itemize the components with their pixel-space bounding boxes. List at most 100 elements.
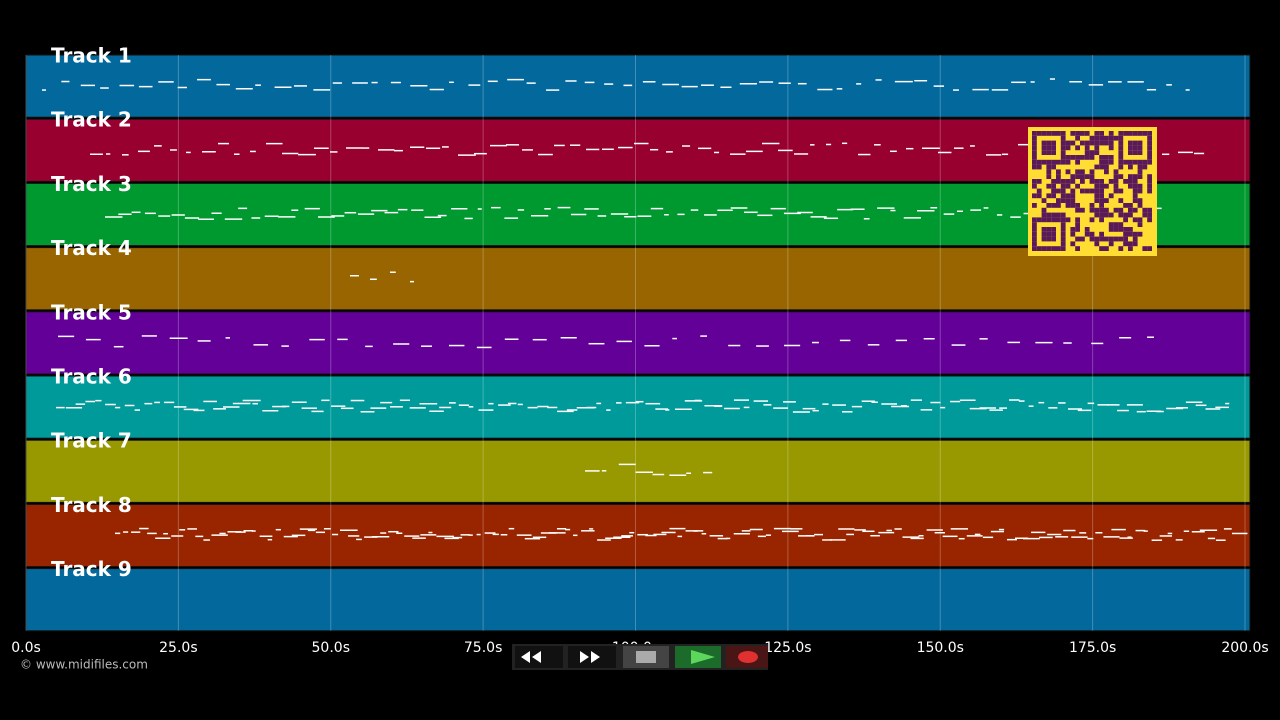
playback-controls [512, 644, 768, 670]
qr-module [1113, 236, 1119, 242]
qr-module [1032, 246, 1037, 251]
qr-module [1099, 183, 1104, 189]
qr-module [1147, 131, 1152, 136]
qr-module [1128, 131, 1133, 136]
qr-module [1051, 159, 1056, 165]
qr-module [1089, 179, 1095, 184]
qr-module [1080, 140, 1085, 146]
qr-module [1128, 231, 1133, 237]
rewind-button[interactable] [515, 646, 563, 668]
qr-module [1137, 231, 1143, 237]
qr-module [1104, 236, 1109, 242]
qr-module [1075, 169, 1080, 175]
qr-module [1113, 207, 1119, 213]
qr-module [1041, 131, 1047, 136]
qr-module [1099, 246, 1104, 251]
qr-module [1094, 135, 1100, 141]
qr-module [1094, 140, 1100, 146]
qr-module [1075, 227, 1080, 232]
qr-module [1032, 193, 1037, 199]
qr-module [1118, 174, 1124, 179]
qr-module [1032, 203, 1037, 208]
qr-module [1137, 159, 1143, 165]
qr-module [1051, 217, 1056, 223]
qr-module [1123, 236, 1128, 242]
qr-module [1065, 140, 1071, 146]
qr-module [1089, 150, 1095, 155]
qr-module [1046, 236, 1052, 242]
qr-module [1056, 198, 1061, 203]
track-lane [25, 568, 1251, 632]
qr-module [1089, 135, 1095, 141]
qr-module [1118, 236, 1124, 242]
qr-module [1118, 164, 1124, 170]
time-tick-label: 50.0s [312, 640, 350, 656]
qr-module [1142, 212, 1148, 218]
qr-module [1108, 135, 1114, 141]
qr-module [1099, 212, 1104, 218]
qr-module [1056, 169, 1061, 175]
qr-module [1032, 131, 1037, 136]
qr-module [1051, 131, 1056, 136]
qr-module [1147, 140, 1152, 146]
qr-module [1104, 169, 1109, 175]
qr-module [1056, 212, 1061, 218]
qr-module [1099, 203, 1104, 208]
qr-module [1046, 164, 1052, 170]
forward-button[interactable] [568, 646, 616, 668]
qr-module [1108, 145, 1114, 151]
qr-module [1099, 236, 1104, 242]
qr-module [1084, 145, 1090, 151]
qr-module [1123, 131, 1128, 136]
qr-module [1128, 207, 1133, 213]
qr-module [1104, 207, 1109, 213]
track-name: Track 7 [51, 429, 132, 453]
qr-module [1118, 207, 1124, 213]
qr-module [1132, 188, 1138, 194]
time-tick-label: 200.0s [1221, 640, 1268, 656]
qr-module [1032, 179, 1037, 184]
qr-module [1065, 169, 1071, 175]
qr-module [1084, 227, 1090, 232]
qr-module [1132, 198, 1138, 203]
qr-module [1060, 188, 1066, 194]
qr-module [1080, 207, 1085, 213]
track-name: Track 1 [51, 44, 132, 68]
qr-module [1041, 227, 1047, 232]
qr-module [1060, 212, 1066, 218]
qr-module [1056, 131, 1061, 136]
qr-module [1032, 159, 1037, 165]
qr-module [1113, 179, 1119, 184]
qr-module [1094, 207, 1100, 213]
track-name: Track 8 [51, 493, 132, 517]
qr-module [1075, 183, 1080, 189]
time-tick-label: 175.0s [1069, 640, 1116, 656]
qr-module [1108, 131, 1114, 136]
qr-module [1113, 174, 1119, 179]
qr-module [1051, 183, 1056, 189]
qr-module [1137, 188, 1143, 194]
qr-module [1104, 140, 1109, 146]
qr-module [1132, 174, 1138, 179]
qr-module [1041, 207, 1047, 213]
qr-module [1147, 183, 1152, 189]
qr-module [1137, 131, 1143, 136]
qr-module [1108, 159, 1114, 165]
play-button[interactable] [675, 646, 721, 668]
qr-module [1118, 159, 1124, 165]
qr-module [1089, 169, 1095, 175]
forward-icon [580, 651, 600, 663]
qr-module [1041, 159, 1047, 165]
qr-module [1118, 198, 1124, 203]
qr-module [1094, 241, 1100, 247]
record-button[interactable] [726, 646, 768, 668]
qr-module [1089, 236, 1095, 242]
qr-module [1118, 135, 1124, 141]
stop-button[interactable] [623, 646, 669, 668]
qr-module [1089, 231, 1095, 237]
copyright: © www.midifiles.com [20, 658, 148, 672]
qr-module [1128, 227, 1133, 232]
stop-icon [636, 651, 656, 663]
qr-module [1075, 145, 1080, 151]
